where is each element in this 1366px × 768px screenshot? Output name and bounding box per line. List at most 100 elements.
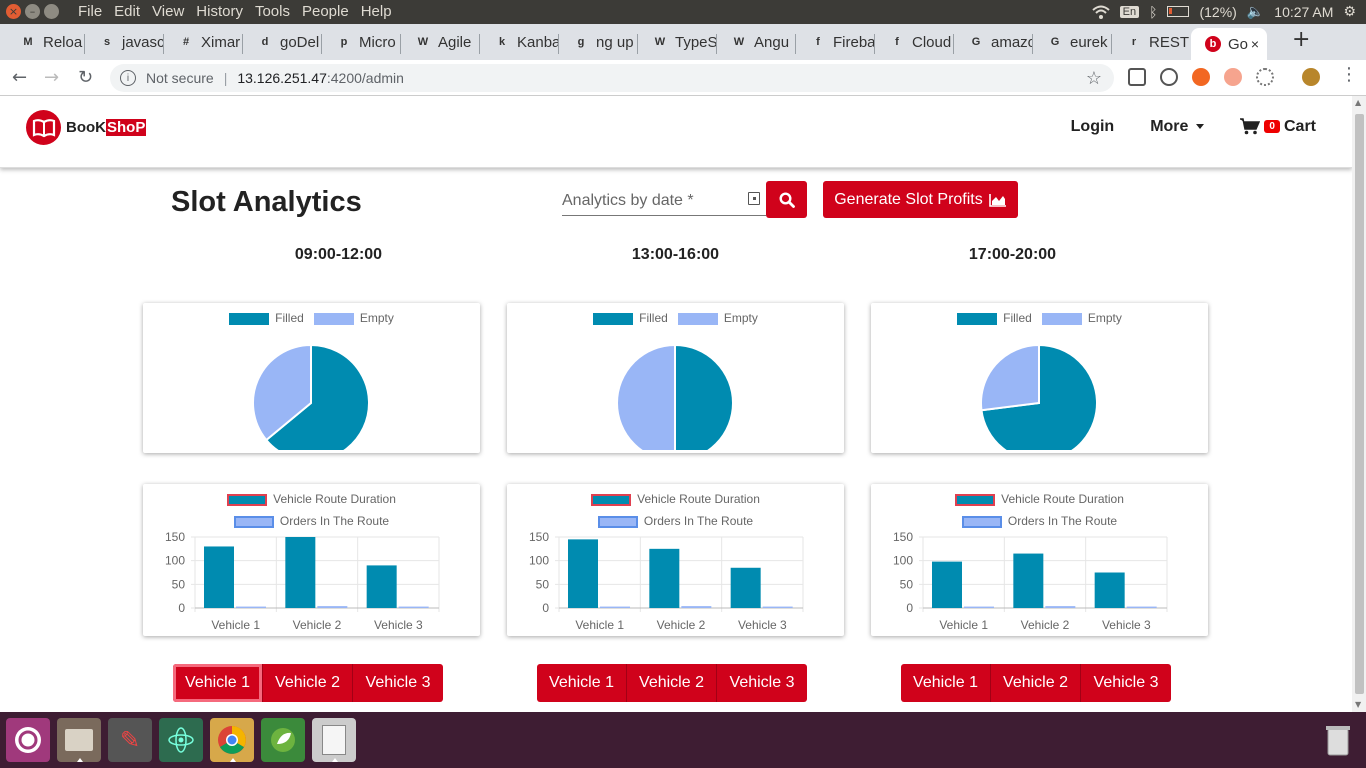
bar-route-duration[interactable] [730,567,761,608]
scroll-down-icon[interactable]: ▼ [1355,700,1362,709]
legend-filled[interactable]: Filled [957,311,1032,325]
close-tab-icon[interactable]: × [1250,36,1259,52]
vehicle-3-button[interactable]: Vehicle 3 [1081,664,1171,702]
browser-tab[interactable]: s javasc [85,28,164,56]
vehicle-2-button[interactable]: Vehicle 2 [627,664,717,702]
bar-orders[interactable] [681,606,712,608]
pie-slice-empty[interactable] [616,343,676,450]
legend-filled[interactable]: Filled [229,311,304,325]
menu-view[interactable]: View [152,3,185,20]
vehicle-1-button[interactable]: Vehicle 1 [901,664,991,702]
vehicle-1-button[interactable]: Vehicle 1 [537,664,627,702]
browser-tab[interactable]: W Agile [401,28,480,56]
bar-orders[interactable] [236,606,266,608]
wifi-icon[interactable] [1091,5,1110,19]
browser-tab[interactable]: p Micro [322,28,401,56]
vehicle-3-button[interactable]: Vehicle 3 [717,664,807,702]
menu-help[interactable]: Help [360,3,392,20]
extension-speed-icon[interactable] [1160,68,1178,86]
menu-people[interactable]: People [301,3,349,20]
menu-tools[interactable]: Tools [254,3,290,20]
clock[interactable]: 10:27 AM [1274,3,1334,20]
extension-lastpass-icon[interactable] [1128,68,1146,86]
bar-orders[interactable] [762,606,793,608]
bar-route-duration[interactable] [1094,572,1125,609]
analytics-date-input[interactable]: Analytics by date * [562,186,766,216]
page-scrollbar[interactable]: ▲ ▼ [1352,96,1366,712]
extension-orange-icon[interactable] [1192,68,1210,86]
bar-route-duration[interactable] [366,565,397,608]
maximize-window-icon[interactable] [44,4,59,19]
atom-editor-icon[interactable] [159,718,203,762]
brand-logo[interactable]: BooK ShoP [26,110,147,145]
generate-slot-profits-button[interactable]: Generate Slot Profits [823,181,1018,218]
browser-tab[interactable]: g ng up [559,28,638,56]
minimize-window-icon[interactable]: – [25,4,40,19]
spring-tool-suite-icon[interactable] [261,718,305,762]
browser-tab[interactable]: k Kanba [480,28,559,56]
chrome-browser-icon[interactable] [210,718,254,762]
menu-edit[interactable]: Edit [114,3,141,20]
back-icon[interactable]: ← [12,67,28,88]
browser-tab[interactable]: W Angu [717,28,796,56]
login-link[interactable]: Login [1070,118,1115,135]
vehicle-1-button[interactable]: Vehicle 1 [173,664,263,702]
info-icon[interactable]: i [120,70,136,86]
menu-history[interactable]: History [196,3,243,20]
browser-tab[interactable]: d goDel [243,28,322,56]
bar-route-duration[interactable] [568,539,598,608]
keyboard-layout[interactable]: En [1119,5,1140,18]
search-button[interactable] [766,181,807,218]
browser-tab[interactable]: W TypeS [638,28,717,56]
bar-orders[interactable] [600,606,630,608]
calendar-icon[interactable] [748,192,760,205]
legend-filled[interactable]: Filled [593,311,668,325]
bar-orders[interactable] [964,606,994,608]
bar-route-duration[interactable] [285,537,316,608]
profile-avatar[interactable] [1302,68,1320,86]
reload-icon[interactable]: ↻ [78,67,94,88]
browser-tab[interactable]: # Ximar [164,28,243,56]
scroll-up-icon[interactable]: ▲ [1355,98,1362,107]
browser-tab[interactable]: M Reloa [6,28,85,56]
legend-empty[interactable]: Empty [1041,311,1122,325]
new-tab-button[interactable]: + [1292,27,1311,52]
close-window-icon[interactable]: × [6,4,21,19]
legend-orders[interactable]: Orders In The Route [233,514,389,528]
forward-icon[interactable]: → [44,67,60,88]
more-dropdown[interactable]: More [1150,118,1205,136]
pie-slice-filled[interactable] [674,343,734,450]
ubuntu-launcher-icon[interactable] [6,718,50,762]
vehicle-3-button[interactable]: Vehicle 3 [353,664,443,702]
legend-orders[interactable]: Orders In The Route [597,514,753,528]
bar-orders[interactable] [317,606,348,608]
extension-pink-icon[interactable] [1224,68,1242,86]
bar-route-duration[interactable] [649,548,680,608]
cart-link[interactable]: 0 Cart [1240,118,1316,136]
legend-route-duration[interactable]: Vehicle Route Duration [955,492,1124,506]
bookmark-star-icon[interactable]: ☆ [1085,67,1102,88]
legend-route-duration[interactable]: Vehicle Route Duration [591,492,760,506]
browser-tab[interactable]: f Fireba [796,28,875,56]
power-gear-icon[interactable]: ⚙ [1343,3,1356,19]
bar-orders[interactable] [1126,606,1157,608]
text-editor-icon[interactable] [312,718,356,762]
vehicle-2-button[interactable]: Vehicle 2 [263,664,353,702]
menu-file[interactable]: File [78,3,103,20]
bar-orders[interactable] [1045,606,1076,608]
scrollbar-thumb[interactable] [1355,114,1364,694]
extension-target-icon[interactable] [1256,68,1274,86]
browser-menu-icon[interactable]: ⋮ [1340,64,1358,85]
pie-slice-empty[interactable] [980,343,1040,412]
files-app-icon[interactable] [57,718,101,762]
volume-icon[interactable]: 🔈 [1246,3,1265,19]
legend-orders[interactable]: Orders In The Route [961,514,1117,528]
legend-route-duration[interactable]: Vehicle Route Duration [227,492,396,506]
browser-tab[interactable]: r REST [1112,28,1191,56]
bar-route-duration[interactable] [932,561,962,608]
legend-empty[interactable]: Empty [313,311,394,325]
pie-slice-filled[interactable] [264,343,370,450]
browser-tab[interactable]: f Cloud [875,28,954,56]
